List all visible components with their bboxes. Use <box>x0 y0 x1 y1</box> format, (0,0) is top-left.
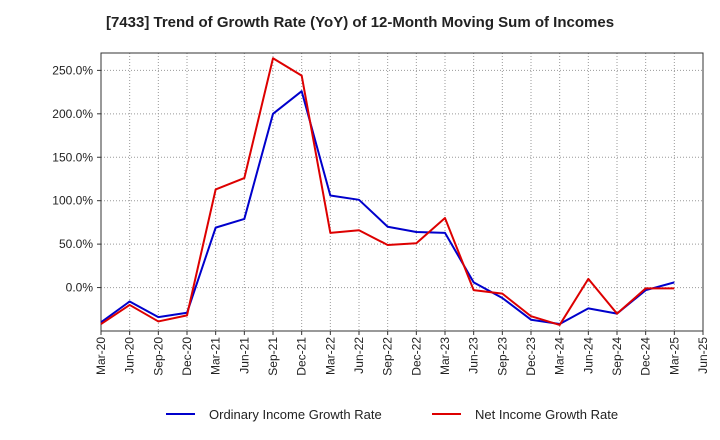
legend-label-2: Net Income Growth Rate <box>475 407 618 422</box>
y-tick-label: 100.0% <box>52 194 93 208</box>
series-line-2 <box>100 57 675 326</box>
grid-layer <box>101 53 703 331</box>
x-tick-label: Dec-20 <box>180 337 194 376</box>
x-tick-label: Jun-20 <box>123 337 137 374</box>
x-tick-label: Jun-21 <box>237 337 251 374</box>
x-tick-label: Dec-21 <box>295 337 309 376</box>
x-tick-label: Jun-24 <box>581 337 595 374</box>
x-tick-label: Mar-25 <box>667 337 681 375</box>
x-tick-label: Sep-22 <box>381 337 395 376</box>
x-tick-label: Sep-20 <box>151 337 165 376</box>
x-tick-label: Mar-24 <box>553 337 567 375</box>
x-tick-label: Mar-23 <box>438 337 452 375</box>
x-tick-label: Dec-23 <box>524 337 538 376</box>
axis-layer: 0.0% 50.0% 100.0% 150.0% 200.0% 250.0% Mar-20 J… <box>52 52 710 376</box>
x-tick-label: Dec-22 <box>409 337 423 376</box>
x-tick-label: Jun-22 <box>352 337 366 374</box>
chart-title: [7433] Trend of Growth Rate (YoY) of 12-… <box>105 14 615 31</box>
series-layer <box>100 57 675 326</box>
x-tick-label: Sep-24 <box>610 337 624 376</box>
x-tick-label: Mar-20 <box>94 337 108 375</box>
x-tick-label: Jun-23 <box>467 337 481 374</box>
y-tick-label: 50.0% <box>59 237 93 251</box>
y-tick-label: 150.0% <box>52 150 93 164</box>
x-tick-label: Dec-24 <box>639 337 653 376</box>
legend: Ordinary Income Growth Rate Net Income Gr… <box>166 407 618 422</box>
y-tick-label: 200.0% <box>52 107 93 121</box>
x-tick-label: Jun-25 <box>696 337 710 374</box>
x-tick-label: Sep-21 <box>266 337 280 376</box>
plot-frame <box>100 52 704 332</box>
series-line-1 <box>100 90 675 326</box>
legend-label-1: Ordinary Income Growth Rate <box>209 407 382 422</box>
x-tick-label: Mar-22 <box>323 337 337 375</box>
y-tick-label: 0.0% <box>66 281 94 295</box>
x-tick-label: Mar-21 <box>209 337 223 375</box>
y-tick-label: 250.0% <box>52 63 93 77</box>
x-tick-label: Sep-23 <box>495 337 509 376</box>
